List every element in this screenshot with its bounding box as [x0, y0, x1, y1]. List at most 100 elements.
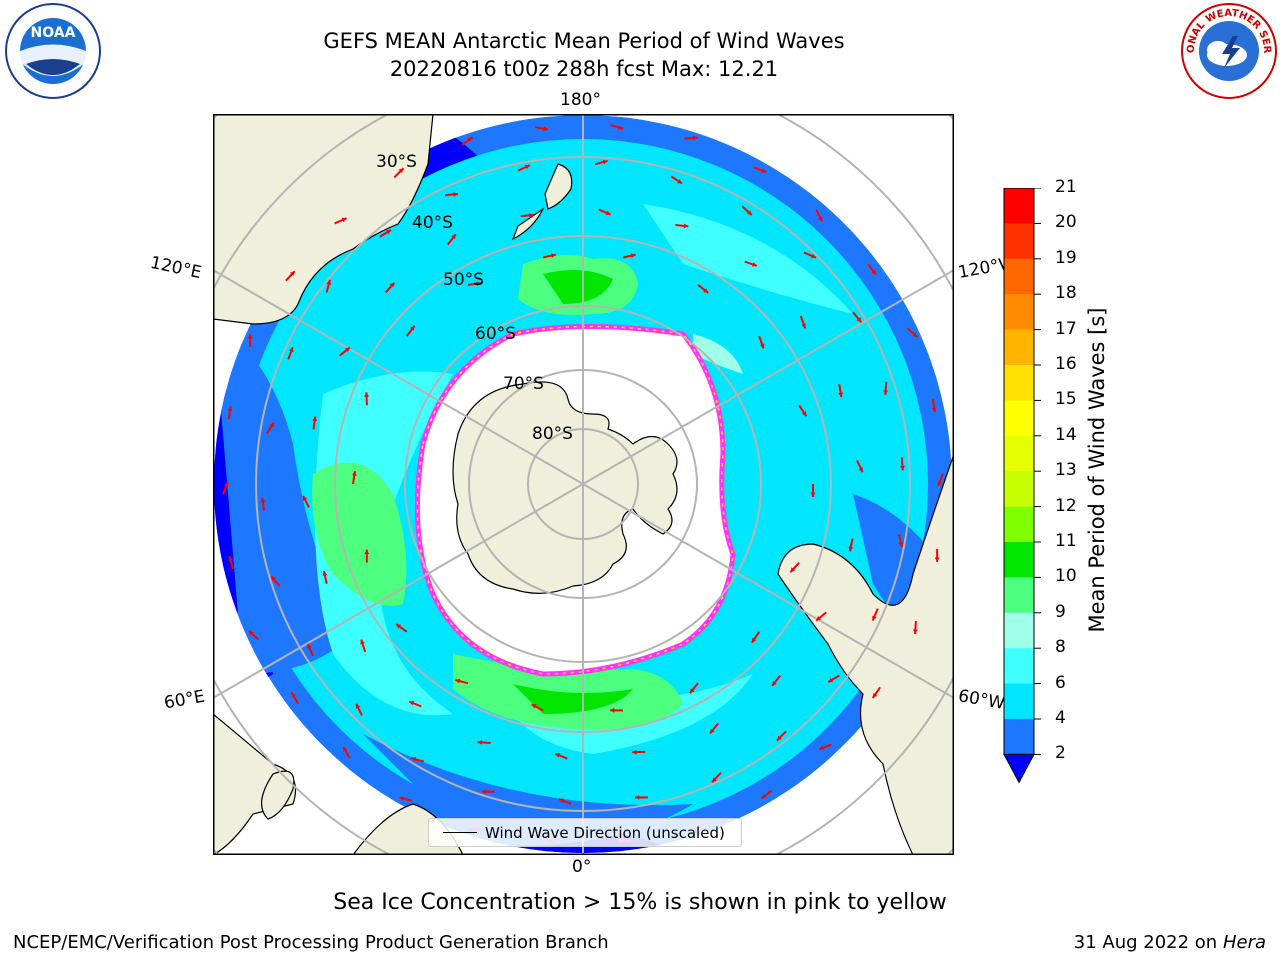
- lat-label-40s: 40°S: [412, 213, 453, 233]
- lon-label-180: 180°: [560, 90, 601, 110]
- graticule: [213, 114, 954, 855]
- wind-wave-arrow-head: [677, 179, 682, 184]
- wind-wave-arrow-head: [410, 325, 415, 331]
- colorbar-band: [1004, 506, 1034, 543]
- colorbar-tick-label: 21: [1055, 177, 1077, 197]
- lat-label-80s: 80°S: [532, 424, 573, 444]
- colorbar-tick-label: 13: [1055, 460, 1077, 481]
- wind-wave-arrow-head: [712, 777, 717, 783]
- sea-ice-note: Sea Ice Concentration > 15% is shown in …: [333, 890, 947, 915]
- wind-wave-arrow-head: [550, 253, 556, 258]
- wind-wave-arrow-head: [291, 692, 296, 698]
- wind-wave-arrow-head: [398, 168, 404, 174]
- wind-wave-arrow-head: [467, 137, 473, 142]
- wind-wave-arrow-head: [634, 795, 640, 800]
- wind-wave-arrow-head: [389, 282, 395, 288]
- lon-label-60e: 60°E: [162, 686, 207, 714]
- colorbar-tick-label: 10: [1055, 566, 1077, 587]
- colorbar-band: [1004, 258, 1034, 295]
- wind-wave-arrow-head: [326, 279, 332, 285]
- lat-label-30s: 30°S: [376, 152, 417, 172]
- colorbar-bands: [1003, 188, 1041, 784]
- colorbar-band: [1004, 542, 1034, 578]
- colorbar-extend-triangle: [1003, 753, 1035, 784]
- wind-wave-arrow-head: [289, 347, 294, 353]
- colorbar-tick-label: 4: [1055, 708, 1066, 728]
- wind-wave-arrow-head: [632, 749, 637, 755]
- wind-wave-arrow-head: [411, 756, 417, 762]
- colorbar-tick-label: 11: [1055, 531, 1077, 551]
- wind-wave-arrow-head: [801, 411, 807, 417]
- wind-wave-arrow-head: [228, 556, 233, 562]
- wind-wave-arrow-head: [386, 229, 392, 235]
- wind-wave-arrow-head: [271, 576, 276, 582]
- wind-wave-arrow-head: [747, 210, 752, 216]
- noaa-logo-text: NOAA: [31, 25, 76, 41]
- wind-wave-arrow-head: [224, 482, 229, 488]
- wind-wave-arrow-head: [602, 159, 608, 165]
- map-canvas: [213, 114, 954, 855]
- wind-wave-arrow-head: [555, 753, 561, 758]
- footer-date: 31 Aug 2022 on Hera: [1074, 932, 1266, 953]
- wind-wave-arrow-head: [227, 406, 233, 411]
- colorbar-band: [1004, 400, 1034, 437]
- colorbar-tick-label: 12: [1055, 495, 1077, 516]
- wind-wave-arrow-head: [360, 639, 365, 645]
- wind-wave-arrow-head: [848, 546, 854, 552]
- wind-wave-arrow-head: [689, 688, 695, 694]
- wind-wave-arrow-head: [900, 465, 905, 471]
- wind-wave-arrow-head: [531, 704, 537, 709]
- colorbar-band: [1004, 188, 1034, 224]
- wind-wave-arrow-head: [409, 701, 415, 706]
- map-title-line2: 20220816 t00z 288h fcst Max: 12.21: [389, 57, 779, 81]
- wind-wave-arrow-head: [341, 217, 347, 223]
- wind-wave-arrow-head: [343, 746, 348, 752]
- wind-wave-arrow-head: [883, 390, 889, 395]
- wind-wave-arrow-head: [396, 624, 402, 629]
- colorbar-band: [1004, 577, 1034, 614]
- wind-wave-arrow-head: [307, 643, 312, 649]
- wind-wave-arrow-head: [302, 495, 308, 501]
- wind-wave-arrow-head: [683, 223, 689, 229]
- footer-credit: NCEP/EMC/Verification Post Processing Pr…: [13, 932, 609, 953]
- wind-wave-arrow-head: [761, 793, 767, 799]
- wind-wave-arrow-head: [816, 615, 822, 621]
- wind-wave-arrow-head: [269, 422, 274, 428]
- wind-wave-arrow-head: [630, 253, 636, 259]
- colorbar-tick-label: 18: [1055, 283, 1077, 304]
- wind-wave-arrow-head: [399, 796, 405, 801]
- colorbar-tick-label: 16: [1055, 354, 1077, 374]
- wind-wave-arrow-head: [481, 789, 487, 795]
- colorbar-tick-label: 6: [1055, 672, 1066, 693]
- wind-wave-arrow-head: [934, 557, 940, 562]
- colorbar-band: [1004, 329, 1034, 366]
- lon-label-60w: 60°W: [956, 686, 1007, 714]
- wind-wave-arrow-head: [355, 703, 361, 709]
- wind-wave-arrow-head: [477, 740, 483, 745]
- map-legend: Wind Wave Direction (unscaled): [428, 818, 742, 847]
- colorbar-label: Mean Period of Wind Waves [s]: [1085, 307, 1109, 633]
- wind-wave-arrow-head: [455, 678, 461, 684]
- wind-wave-arrow-head: [776, 735, 782, 741]
- legend-label: Wind Wave Direction (unscaled): [485, 823, 725, 842]
- map-title-line1: GEFS MEAN Antarctic Mean Period of Wind …: [323, 29, 845, 53]
- wind-wave-arrow-head: [609, 707, 615, 713]
- wind-wave-arrow-head: [772, 680, 777, 686]
- lon-label-0: 0°: [572, 857, 592, 877]
- colorbar-band: [1004, 223, 1034, 260]
- wind-wave-arrow-head: [451, 234, 456, 240]
- antarctic-map: [213, 114, 954, 855]
- wind-wave-arrow-head: [811, 253, 817, 259]
- colorbar: [1003, 188, 1041, 784]
- wind-wave-arrow-head: [351, 471, 357, 476]
- wind-wave-arrow-head: [364, 549, 370, 555]
- wind-wave-arrow-head: [898, 542, 904, 548]
- wind-wave-arrow-head: [871, 269, 876, 275]
- lon-label-120e: 120°E: [148, 252, 204, 284]
- wind-wave-arrow-head: [703, 288, 709, 293]
- colorbar-band: [1004, 294, 1034, 331]
- lat-label-50s: 50°S: [443, 270, 484, 290]
- footer-date-text: 31 Aug 2022 on: [1073, 932, 1218, 953]
- colorbar-band: [1004, 435, 1034, 472]
- wind-wave-arrow-head: [931, 407, 937, 413]
